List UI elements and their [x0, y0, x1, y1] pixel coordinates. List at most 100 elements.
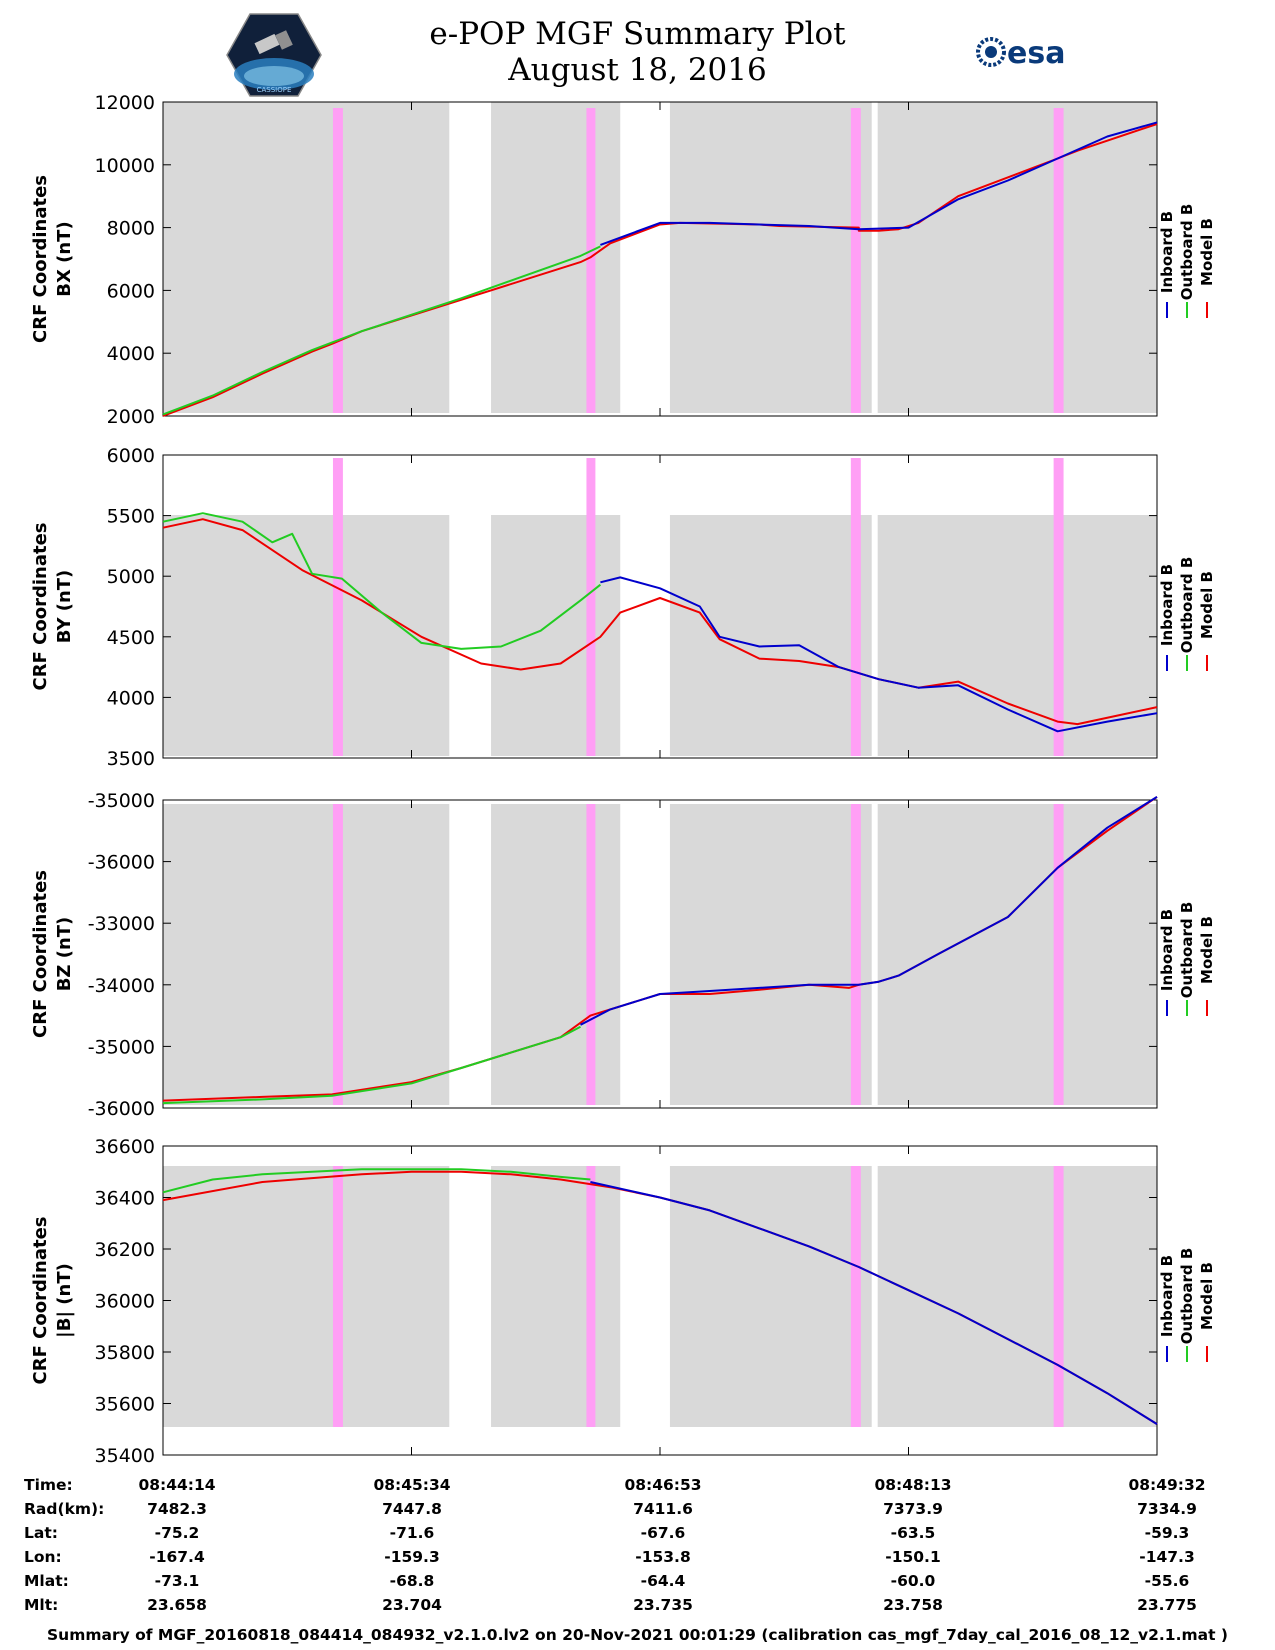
info-value-4-4: -55.6: [1145, 1572, 1190, 1590]
ytick-label-1-3: 4500: [107, 627, 155, 649]
info-value-4-1: 7334.9: [1137, 1500, 1197, 1518]
ytick-label-2-0: -35000: [88, 790, 155, 812]
ytick-label-0-1: 10000: [95, 155, 155, 177]
info-value-1-2: -71.6: [390, 1524, 435, 1542]
info-row-label-5: Mlt:: [24, 1596, 58, 1614]
gray-band-1-1: [491, 515, 621, 756]
legend-label-1-1: Outboard B: [1178, 557, 1196, 654]
gray-band-1-2: [669, 515, 872, 756]
pink-band-0-0: [332, 108, 343, 413]
ytick-label-3-5: 35600: [95, 1394, 155, 1416]
info-value-2-1: 7411.6: [633, 1500, 693, 1518]
pink-band-1-2: [850, 458, 861, 756]
ytick-label-1-2: 5000: [107, 566, 155, 588]
info-value-3-3: -150.1: [885, 1548, 940, 1566]
info-row-label-0: Time:: [24, 1476, 73, 1494]
ylabel-3-0: CRF Coordinates: [30, 1217, 51, 1385]
legend-label-2-0: Inboard B: [1158, 909, 1176, 991]
gray-band-2-2: [669, 804, 872, 1105]
gray-band-3-2: [669, 1166, 872, 1427]
pink-band-2-1: [586, 804, 596, 1105]
esa-logo-text: esa: [1007, 36, 1065, 70]
series-outboard-b-1: [162, 512, 602, 650]
legend-label-3-1: Outboard B: [1178, 1248, 1196, 1345]
ytick-label-0-2: 8000: [107, 218, 155, 240]
legend-label-3-0: Inboard B: [1158, 1255, 1176, 1337]
legend-label-1-2: Model B: [1198, 571, 1216, 639]
info-value-4-5: 23.775: [1137, 1596, 1197, 1614]
gray-band-1-3: [877, 515, 1157, 756]
cassiope-logo-text: CASSIOPE: [257, 86, 292, 94]
ylabel-2-1: BZ (nT): [54, 917, 75, 992]
legend-label-2-2: Model B: [1198, 916, 1216, 984]
series-inboard-b-0: [600, 121, 1158, 246]
series-model-b-1: [162, 518, 1158, 726]
ytick-label-3-6: 35400: [95, 1445, 155, 1467]
ytick-label-3-3: 36000: [95, 1291, 155, 1313]
ytick-label-2-2: -33000: [88, 913, 155, 935]
gray-band-0-2: [669, 102, 872, 413]
pink-band-0-3: [1053, 108, 1064, 413]
pink-band-3-2: [850, 1166, 861, 1427]
info-value-0-4: -73.1: [155, 1572, 200, 1590]
ytick-label-2-4: -35000: [88, 1036, 155, 1058]
ylabel-3-1: |B| (nT): [54, 1263, 75, 1338]
pink-band-1-1: [586, 458, 596, 756]
legend-label-0-0: Inboard B: [1158, 211, 1176, 293]
ytick-label-3-1: 36400: [95, 1188, 155, 1210]
ytick-label-1-1: 5500: [107, 506, 155, 528]
plot-title: e-POP MGF Summary Plot: [429, 16, 846, 52]
legend-label-3-2: Model B: [1198, 1262, 1216, 1330]
ytick-label-0-4: 4000: [107, 343, 155, 365]
info-value-3-0: 08:48:13: [874, 1476, 951, 1494]
gray-band-1-0: [163, 515, 450, 756]
ytick-label-0-5: 2000: [107, 406, 155, 428]
info-value-2-4: -64.4: [641, 1572, 686, 1590]
pink-band-3-1: [586, 1166, 596, 1427]
info-row-label-2: Lat:: [24, 1524, 58, 1542]
info-value-0-5: 23.658: [147, 1596, 207, 1614]
legend-label-2-1: Outboard B: [1178, 902, 1196, 999]
info-value-3-1: 7373.9: [883, 1500, 943, 1518]
info-value-1-5: 23.704: [382, 1596, 442, 1614]
series-outboard-b-3: [162, 1168, 591, 1194]
gray-band-2-1: [491, 804, 621, 1105]
info-value-0-1: 7482.3: [147, 1500, 207, 1518]
gray-band-2-3: [877, 804, 1157, 1105]
info-value-1-4: -68.8: [390, 1572, 435, 1590]
gray-band-2-0: [163, 804, 450, 1105]
info-value-0-3: -167.4: [149, 1548, 205, 1566]
footer-summary: Summary of MGF_20160818_084414_084932_v2…: [47, 1626, 1228, 1644]
info-value-2-2: -67.6: [641, 1524, 686, 1542]
ytick-label-0-3: 6000: [107, 280, 155, 302]
pink-band-1-0: [332, 458, 343, 756]
ytick-label-2-3: -34000: [88, 975, 155, 997]
info-value-3-4: -60.0: [891, 1572, 936, 1590]
gray-band-0-3: [877, 102, 1157, 413]
ytick-label-3-0: 36600: [95, 1136, 155, 1158]
gray-band-3-3: [877, 1166, 1157, 1427]
gray-band-3-1: [491, 1166, 621, 1427]
series-inboard-b-3: [590, 1181, 1158, 1425]
info-value-1-3: -159.3: [384, 1548, 439, 1566]
ylabel-0-0: CRF Coordinates: [30, 175, 51, 343]
info-value-4-0: 08:49:32: [1128, 1476, 1205, 1494]
pink-band-3-3: [1053, 1166, 1064, 1427]
info-value-0-2: -75.2: [155, 1524, 200, 1542]
series-inboard-b-2: [580, 796, 1158, 1026]
series-inboard-b-1: [600, 576, 1158, 733]
ytick-label-0-0: 12000: [95, 92, 155, 114]
ytick-label-1-4: 4000: [107, 687, 155, 709]
ytick-label-1-5: 3500: [107, 748, 155, 770]
pink-band-0-2: [850, 108, 861, 413]
cassiope-logo: CASSIOPE: [226, 13, 322, 97]
legend-label-0-1: Outboard B: [1178, 204, 1196, 301]
pink-band-2-0: [332, 804, 343, 1105]
gray-band-3-0: [163, 1166, 450, 1427]
ytick-label-3-4: 35800: [95, 1342, 155, 1364]
info-value-1-0: 08:45:34: [373, 1476, 450, 1494]
info-value-4-3: -147.3: [1139, 1548, 1194, 1566]
ylabel-1-0: CRF Coordinates: [30, 523, 51, 691]
